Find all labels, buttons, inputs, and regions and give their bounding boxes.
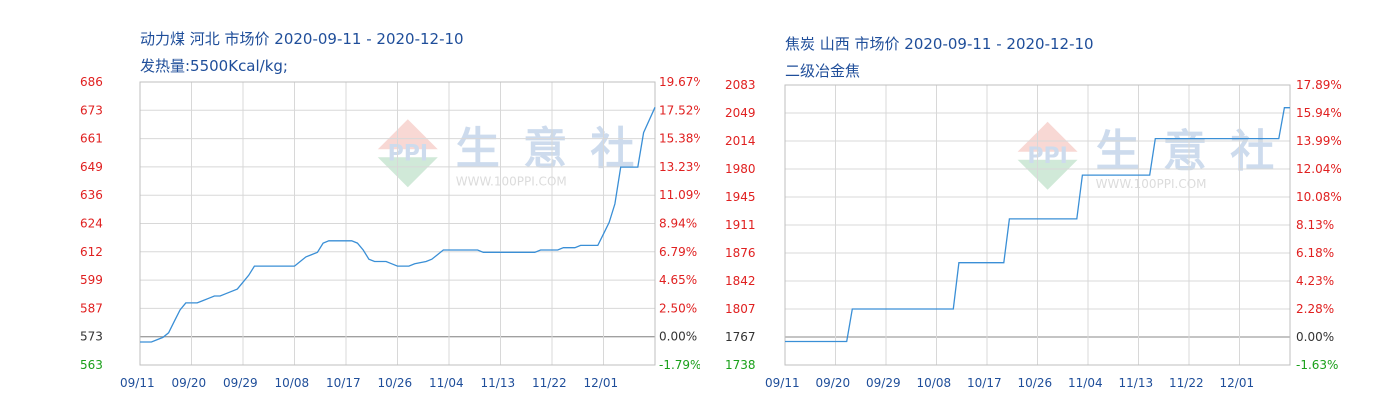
y-right-tick-label: 6.18% <box>1296 246 1334 260</box>
logo-shape <box>377 119 438 150</box>
watermark-brand: 生 意 社 <box>1096 126 1279 177</box>
plot-frame <box>784 84 1291 366</box>
logo-shape <box>1017 121 1078 152</box>
watermark-logo-text: PPI <box>1027 144 1067 169</box>
watermark-url: WWW.100PPI.COM <box>1096 177 1207 191</box>
x-tick-label: 10/17 <box>326 376 361 390</box>
y-left-tick-label: 686 <box>80 75 103 89</box>
y-right-tick-label: 15.38% <box>659 132 700 146</box>
y-left-tick-label: 1807 <box>725 302 756 316</box>
y-left-tick-label: 1842 <box>725 274 756 288</box>
x-tick-label: 12/01 <box>1220 376 1255 390</box>
watermark-brand: 生 意 社 <box>456 123 639 174</box>
y-left-tick-label: 1876 <box>725 246 756 260</box>
x-tick-label: 11/22 <box>532 376 567 390</box>
chart-subtitle: 发热量:5500Kcal/kg; <box>140 57 288 75</box>
y-left-tick-label: 624 <box>80 217 103 231</box>
y-right-tick-label: 13.23% <box>659 160 700 174</box>
watermark-url: WWW.100PPI.COM <box>456 174 567 188</box>
x-tick-label: 10/26 <box>378 376 413 390</box>
y-right-tick-label: 17.89% <box>1296 78 1342 92</box>
y-left-tick-label: 1911 <box>725 218 756 232</box>
y-right-tick-label: -1.63% <box>1296 358 1338 372</box>
y-left-tick-label: 1767 <box>725 330 756 344</box>
logo-shape <box>1017 159 1078 190</box>
y-left-tick-label: 2083 <box>725 78 756 92</box>
y-right-tick-label: 12.04% <box>1296 162 1342 176</box>
x-tick-label: 09/20 <box>172 376 207 390</box>
x-tick-label: 09/11 <box>120 376 155 390</box>
chart-panel-left: 动力煤 河北 市场价 2020-09-11 - 2020-12-10 发热量:5… <box>80 30 700 390</box>
x-tick-label: 11/04 <box>1068 376 1103 390</box>
y-right-tick-label: 13.99% <box>1296 134 1342 148</box>
chart-subtitle: 二级冶金焦 <box>785 62 861 80</box>
y-right-tick-label: 4.65% <box>659 273 697 287</box>
logo-shape <box>377 157 438 188</box>
y-right-tick-label: 2.50% <box>659 301 697 315</box>
chart-title: 焦炭 山西 市场价 2020-09-11 - 2020-12-10 <box>785 35 1094 53</box>
chart-title: 动力煤 河北 市场价 2020-09-11 - 2020-12-10 <box>140 30 464 48</box>
y-left-tick-label: 636 <box>80 188 103 202</box>
y-right-tick-label: 15.94% <box>1296 106 1342 120</box>
x-tick-label: 09/20 <box>816 376 851 390</box>
x-tick-label: 09/11 <box>765 376 800 390</box>
y-right-tick-label: 6.79% <box>659 245 697 259</box>
y-left-tick-label: 673 <box>80 103 103 117</box>
x-tick-label: 10/17 <box>967 376 1002 390</box>
series-line <box>785 107 1290 343</box>
watermark-logo-text: PPI <box>388 141 428 166</box>
y-left-tick-label: 661 <box>80 132 103 146</box>
x-tick-label: 10/08 <box>917 376 952 390</box>
chart-panel-right: 焦炭 山西 市场价 2020-09-11 - 2020-12-10 二级冶金焦 … <box>700 0 1392 416</box>
y-right-tick-label: 8.13% <box>1296 218 1334 232</box>
x-tick-label: 11/13 <box>1119 376 1154 390</box>
x-tick-label: 12/01 <box>584 376 619 390</box>
y-right-tick-label: 8.94% <box>659 217 697 231</box>
y-right-tick-label: 2.28% <box>1296 302 1334 316</box>
y-right-tick-label: -1.79% <box>659 358 700 372</box>
series-line <box>140 107 656 343</box>
plot-frame <box>139 81 656 366</box>
y-left-tick-label: 1980 <box>725 162 756 176</box>
y-left-tick-label: 587 <box>80 301 103 315</box>
y-left-tick-label: 649 <box>80 160 103 174</box>
y-left-tick-label: 1738 <box>725 358 756 372</box>
x-tick-label: 09/29 <box>866 376 901 390</box>
x-tick-label: 09/29 <box>223 376 258 390</box>
x-tick-label: 10/08 <box>275 376 310 390</box>
y-right-tick-label: 0.00% <box>659 330 697 344</box>
x-tick-label: 10/26 <box>1018 376 1053 390</box>
y-left-tick-label: 612 <box>80 245 103 259</box>
y-right-tick-label: 19.67% <box>659 75 700 89</box>
y-left-tick-label: 1945 <box>725 190 756 204</box>
y-right-tick-label: 11.09% <box>659 188 700 202</box>
y-left-tick-label: 599 <box>80 273 103 287</box>
x-tick-label: 11/22 <box>1169 376 1204 390</box>
y-left-tick-label: 573 <box>80 330 103 344</box>
x-tick-label: 11/13 <box>481 376 516 390</box>
y-left-tick-label: 563 <box>80 358 103 372</box>
y-left-tick-label: 2014 <box>725 134 756 148</box>
y-right-tick-label: 10.08% <box>1296 190 1342 204</box>
y-left-tick-label: 2049 <box>725 106 756 120</box>
x-tick-label: 11/04 <box>429 376 464 390</box>
y-right-tick-label: 0.00% <box>1296 330 1334 344</box>
y-right-tick-label: 17.52% <box>659 103 700 117</box>
y-right-tick-label: 4.23% <box>1296 274 1334 288</box>
